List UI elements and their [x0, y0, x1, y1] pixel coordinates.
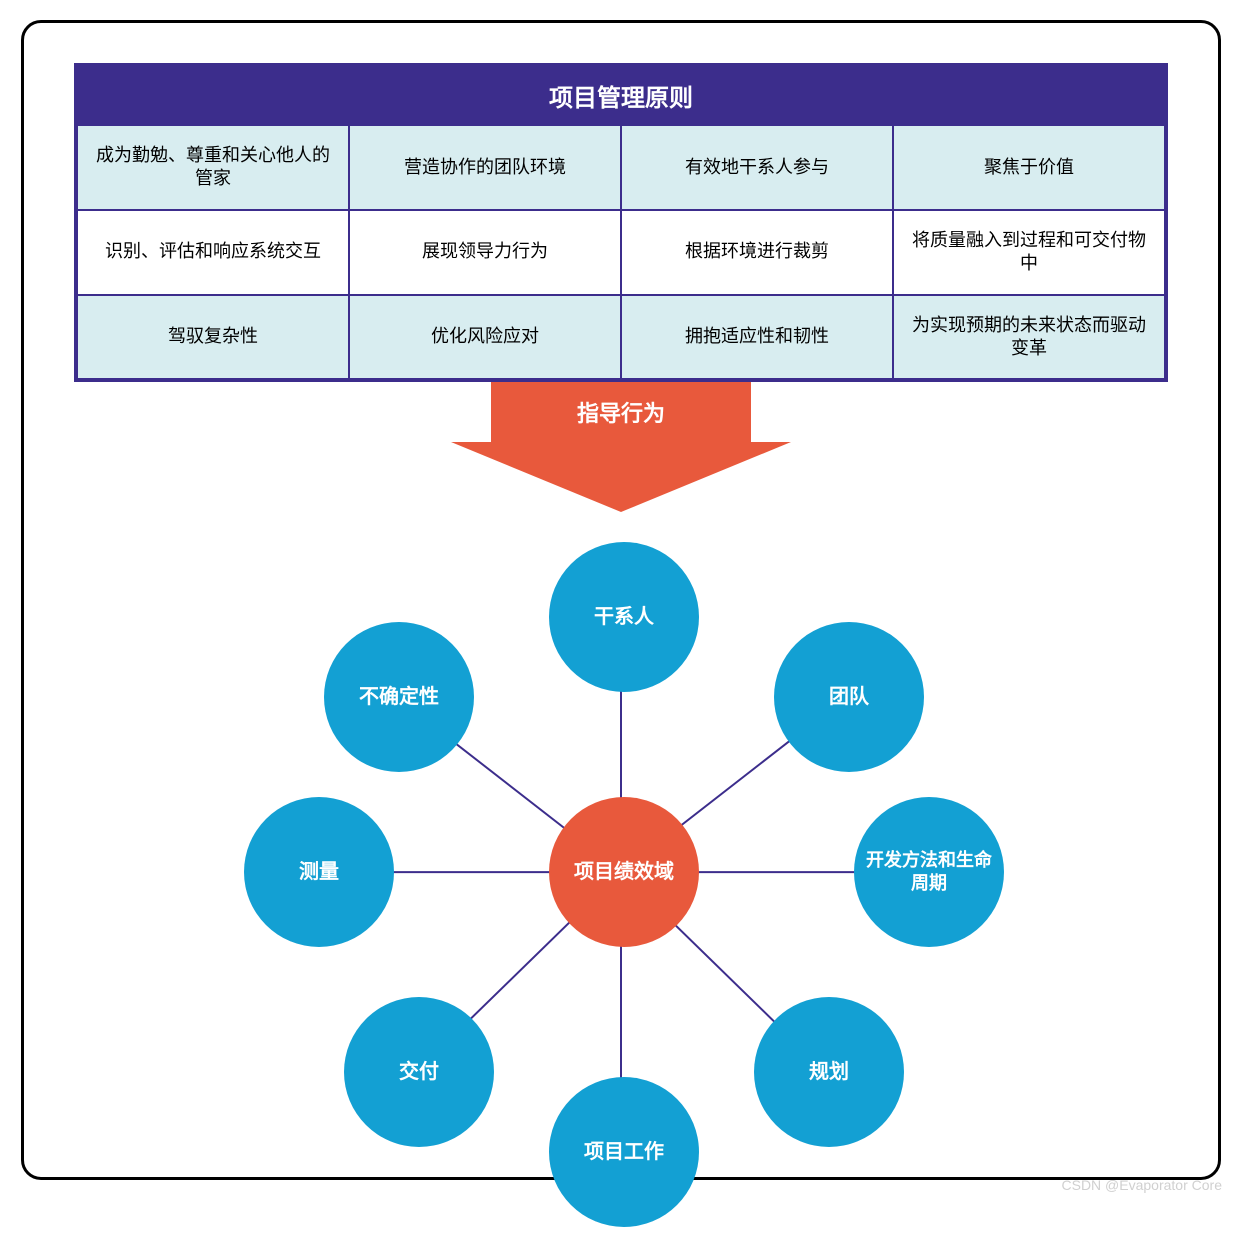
performance-domain-diagram: 项目绩效域 干系人团队开发方法和生命周期规划项目工作 交付 测量 不确定性: [74, 542, 1168, 1242]
outer-node-label: 团队: [821, 684, 877, 710]
table-cell: 展现领导力行为: [349, 210, 621, 295]
table-cell: 成为勤勉、尊重和关心他人的管家: [77, 125, 349, 210]
watermark: CSDN @Evaporator Core: [1062, 1177, 1223, 1193]
table-row: 成为勤勉、尊重和关心他人的管家营造协作的团队环境有效地干系人参与聚焦于价值: [77, 125, 1165, 210]
outer-node-label: 规划: [801, 1059, 857, 1085]
outer-node: 规划: [754, 997, 904, 1147]
center-node: 项目绩效域: [549, 797, 699, 947]
outer-node: 测量: [244, 797, 394, 947]
table-cell: 识别、评估和响应系统交互: [77, 210, 349, 295]
arrow-body: 指导行为: [491, 382, 751, 442]
table-cell: 拥抱适应性和韧性: [621, 295, 893, 380]
outer-node: 项目工作: [549, 1077, 699, 1227]
outer-node: 开发方法和生命周期: [854, 797, 1004, 947]
outer-node: 不确定性: [324, 622, 474, 772]
table-cell: 为实现预期的未来状态而驱动变革: [893, 295, 1165, 380]
outer-node: 干系人: [549, 542, 699, 692]
table-row: 驾驭复杂性优化风险应对拥抱适应性和韧性为实现预期的未来状态而驱动变革: [77, 295, 1165, 380]
outer-node-label: 测量: [291, 859, 347, 885]
table-header: 项目管理原则: [77, 66, 1165, 125]
outer-node-label: 交付: [391, 1059, 447, 1085]
table-cell: 根据环境进行裁剪: [621, 210, 893, 295]
table-cell: 驾驭复杂性: [77, 295, 349, 380]
outer-node-label: 干系人: [586, 604, 662, 630]
arrow-container: 指导行为: [74, 382, 1168, 522]
outer-node-label: 项目工作: [576, 1139, 672, 1165]
table-row: 识别、评估和响应系统交互展现领导力行为根据环境进行裁剪将质量融入到过程和可交付物…: [77, 210, 1165, 295]
table-cell: 聚焦于价值: [893, 125, 1165, 210]
table-cell: 将质量融入到过程和可交付物中: [893, 210, 1165, 295]
outer-node: 交付: [344, 997, 494, 1147]
principles-table: 项目管理原则 成为勤勉、尊重和关心他人的管家营造协作的团队环境有效地干系人参与聚…: [74, 63, 1168, 382]
table-cell: 营造协作的团队环境: [349, 125, 621, 210]
outer-frame: 项目管理原则 成为勤勉、尊重和关心他人的管家营造协作的团队环境有效地干系人参与聚…: [21, 20, 1221, 1180]
table-cell: 优化风险应对: [349, 295, 621, 380]
table-cell: 有效地干系人参与: [621, 125, 893, 210]
arrow-head-icon: [451, 442, 791, 512]
arrow-label: 指导行为: [577, 396, 665, 428]
outer-node-label: 不确定性: [351, 684, 447, 710]
outer-node: 团队: [774, 622, 924, 772]
outer-node-label: 开发方法和生命周期: [854, 849, 1004, 896]
center-node-label: 项目绩效域: [566, 859, 682, 885]
